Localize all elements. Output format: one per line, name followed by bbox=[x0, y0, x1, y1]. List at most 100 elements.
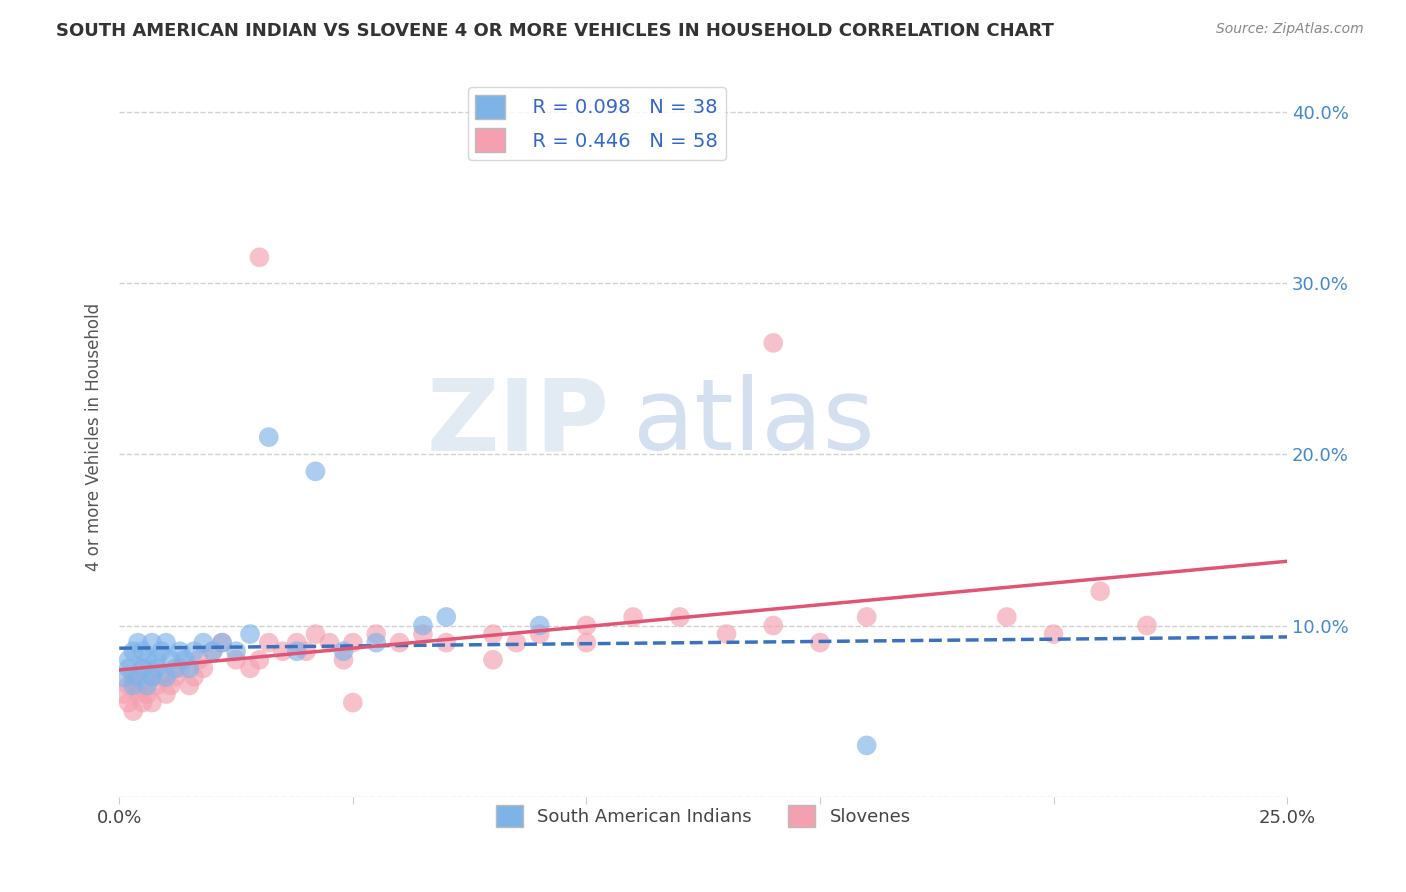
Point bbox=[1042, 627, 1064, 641]
Point bbox=[131, 644, 153, 658]
Point bbox=[855, 739, 877, 753]
Point bbox=[117, 696, 139, 710]
Point bbox=[249, 653, 271, 667]
Point bbox=[366, 635, 388, 649]
Point bbox=[201, 644, 224, 658]
Y-axis label: 4 or more Vehicles in Household: 4 or more Vehicles in Household bbox=[86, 303, 103, 571]
Point bbox=[332, 653, 354, 667]
Point bbox=[127, 687, 149, 701]
Point bbox=[155, 670, 177, 684]
Point bbox=[575, 618, 598, 632]
Point bbox=[122, 704, 145, 718]
Point bbox=[482, 653, 505, 667]
Point bbox=[122, 644, 145, 658]
Point bbox=[762, 335, 785, 350]
Point bbox=[131, 661, 153, 675]
Point bbox=[716, 627, 738, 641]
Point bbox=[285, 635, 308, 649]
Point bbox=[145, 678, 167, 692]
Point bbox=[187, 653, 209, 667]
Text: SOUTH AMERICAN INDIAN VS SLOVENE 4 OR MORE VEHICLES IN HOUSEHOLD CORRELATION CHA: SOUTH AMERICAN INDIAN VS SLOVENE 4 OR MO… bbox=[56, 22, 1054, 40]
Point bbox=[225, 644, 247, 658]
Point bbox=[318, 635, 340, 649]
Point bbox=[257, 430, 280, 444]
Point bbox=[1136, 618, 1159, 632]
Point bbox=[179, 661, 201, 675]
Point bbox=[529, 618, 551, 632]
Point bbox=[150, 644, 173, 658]
Point bbox=[117, 661, 139, 675]
Point bbox=[412, 618, 434, 632]
Text: ZIP: ZIP bbox=[427, 375, 610, 471]
Point bbox=[117, 678, 139, 692]
Point bbox=[136, 687, 159, 701]
Point bbox=[117, 653, 139, 667]
Legend: South American Indians, Slovenes: South American Indians, Slovenes bbox=[488, 798, 918, 835]
Point bbox=[183, 644, 205, 658]
Point bbox=[122, 678, 145, 692]
Point bbox=[505, 635, 527, 649]
Point bbox=[136, 653, 159, 667]
Point bbox=[529, 627, 551, 641]
Point bbox=[155, 687, 177, 701]
Point bbox=[669, 610, 692, 624]
Point bbox=[169, 661, 191, 675]
Point bbox=[193, 661, 215, 675]
Point bbox=[762, 618, 785, 632]
Point bbox=[434, 610, 457, 624]
Point bbox=[434, 635, 457, 649]
Point bbox=[249, 250, 271, 264]
Point bbox=[141, 696, 163, 710]
Point bbox=[193, 635, 215, 649]
Point bbox=[141, 670, 163, 684]
Point bbox=[112, 687, 135, 701]
Point bbox=[304, 627, 326, 641]
Point bbox=[412, 627, 434, 641]
Point bbox=[145, 661, 167, 675]
Point bbox=[145, 653, 167, 667]
Point bbox=[131, 661, 153, 675]
Point bbox=[295, 644, 318, 658]
Point bbox=[239, 661, 262, 675]
Text: atlas: atlas bbox=[633, 375, 875, 471]
Point bbox=[239, 627, 262, 641]
Point bbox=[304, 464, 326, 478]
Point bbox=[211, 635, 233, 649]
Point bbox=[173, 653, 195, 667]
Point bbox=[112, 670, 135, 684]
Point bbox=[1090, 584, 1112, 599]
Point bbox=[332, 644, 354, 658]
Point bbox=[169, 644, 191, 658]
Point bbox=[183, 670, 205, 684]
Point bbox=[127, 678, 149, 692]
Point bbox=[136, 678, 159, 692]
Text: Source: ZipAtlas.com: Source: ZipAtlas.com bbox=[1216, 22, 1364, 37]
Point bbox=[141, 670, 163, 684]
Point bbox=[855, 610, 877, 624]
Point bbox=[155, 635, 177, 649]
Point bbox=[342, 635, 364, 649]
Point bbox=[225, 653, 247, 667]
Point bbox=[201, 644, 224, 658]
Point bbox=[122, 670, 145, 684]
Point bbox=[257, 635, 280, 649]
Point bbox=[995, 610, 1018, 624]
Point bbox=[131, 696, 153, 710]
Point bbox=[141, 635, 163, 649]
Point bbox=[127, 635, 149, 649]
Point bbox=[165, 661, 187, 675]
Point bbox=[150, 670, 173, 684]
Point bbox=[211, 635, 233, 649]
Point bbox=[808, 635, 831, 649]
Point bbox=[179, 678, 201, 692]
Point bbox=[285, 644, 308, 658]
Point bbox=[575, 635, 598, 649]
Point bbox=[271, 644, 294, 658]
Point bbox=[366, 627, 388, 641]
Point bbox=[388, 635, 411, 649]
Point bbox=[159, 678, 181, 692]
Point bbox=[482, 627, 505, 641]
Point bbox=[621, 610, 644, 624]
Point bbox=[127, 670, 149, 684]
Point bbox=[165, 670, 187, 684]
